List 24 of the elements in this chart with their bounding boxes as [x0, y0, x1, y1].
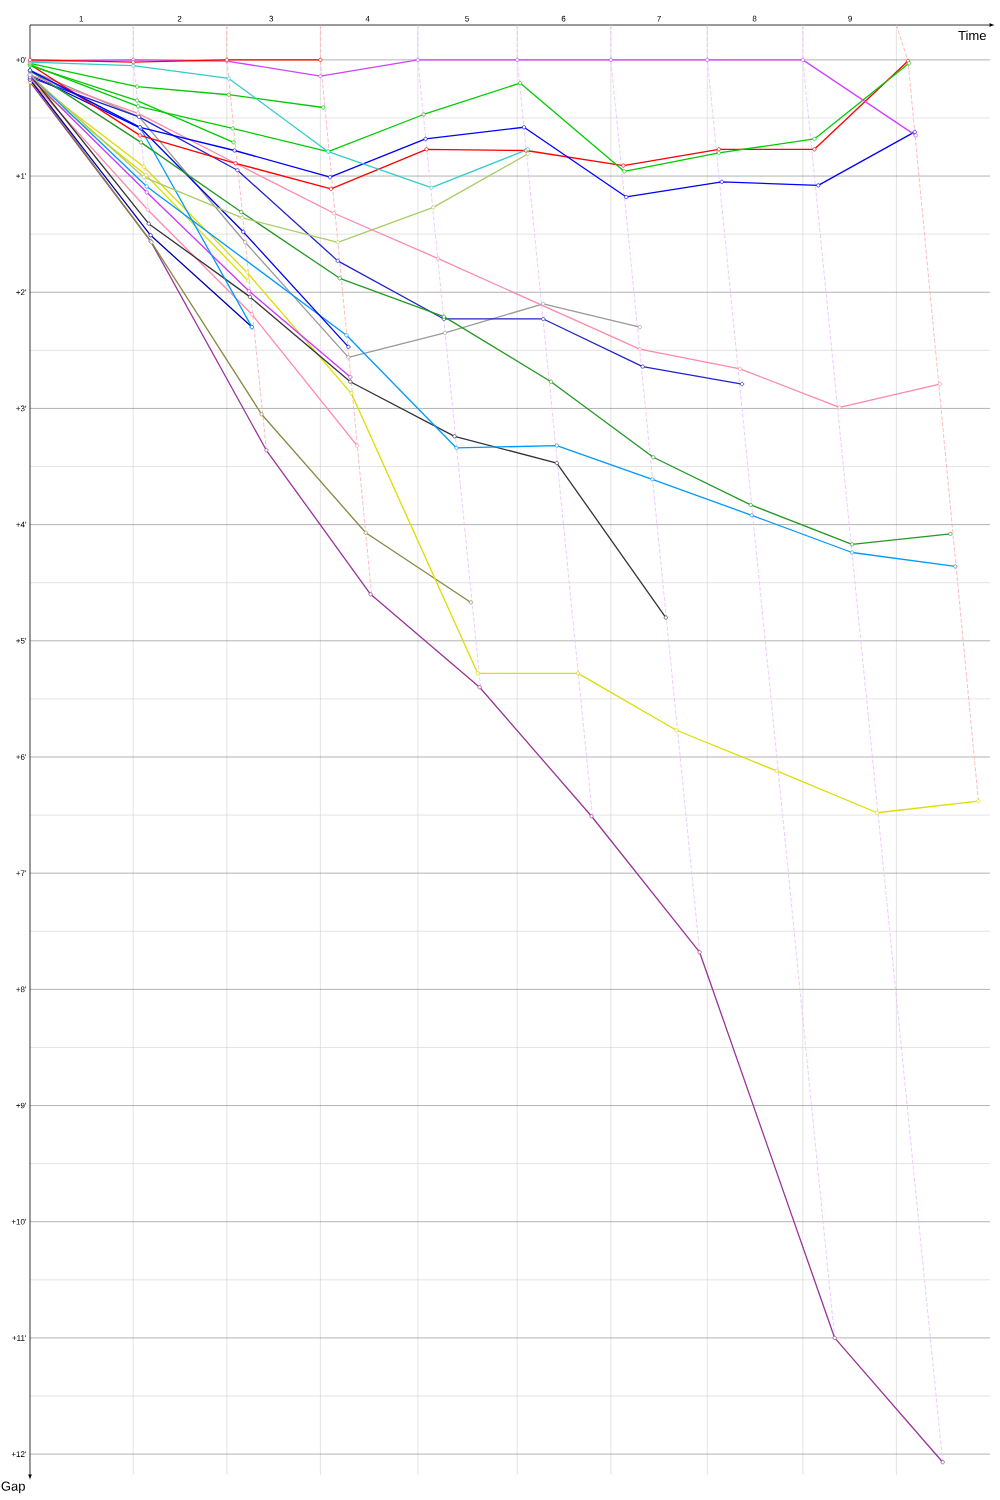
- y-tick-label: +1': [16, 173, 27, 179]
- y-tick-label: +11': [12, 1335, 27, 1341]
- x-tick-label: 4: [365, 15, 370, 22]
- x-tick-label: 6: [561, 15, 566, 22]
- y-tick-label: +2': [16, 289, 27, 296]
- y-tick-label: +8': [16, 986, 27, 993]
- x-axis-title: Time: [958, 30, 986, 41]
- x-tick-label: 3: [269, 15, 274, 22]
- y-tick-label: +4': [16, 521, 27, 528]
- y-tick-label: +5': [16, 638, 27, 644]
- y-tick-label: +0': [16, 57, 27, 63]
- y-tick-label: +12': [11, 1451, 27, 1457]
- y-axis-title: Gap: [1, 1481, 25, 1494]
- y-tick-label: +7': [16, 870, 27, 876]
- x-tick-label: 7: [657, 15, 661, 22]
- x-tick-label: 2: [177, 15, 182, 22]
- x-tick-label: 1: [79, 15, 83, 22]
- y-tick-label: +3': [16, 405, 27, 412]
- x-tick-label: 9: [848, 15, 852, 22]
- y-tick-label: +6': [16, 754, 27, 760]
- x-tick-label: 8: [752, 15, 757, 22]
- y-tick-label: +9': [16, 1102, 27, 1109]
- y-tick-label: +10': [11, 1218, 27, 1225]
- x-tick-label: 5: [465, 15, 469, 22]
